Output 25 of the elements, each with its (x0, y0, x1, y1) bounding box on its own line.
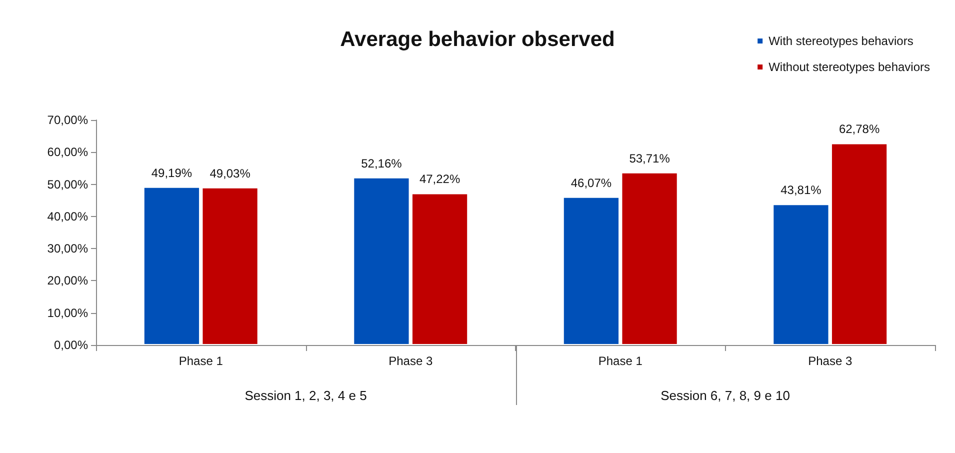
y-tick-label: 60,00% (47, 145, 88, 160)
y-tick-label: 50,00% (47, 177, 88, 192)
data-label: 49,19% (151, 166, 192, 180)
text: Session 6, 7, 8, 9 e 10 (660, 388, 790, 403)
y-tick-label: 30,00% (47, 242, 88, 256)
chart-title: Average behavior observed (340, 28, 615, 51)
x-tick-label: Phase 1 (178, 354, 224, 368)
y-tick-label: 20,00% (47, 274, 88, 288)
y-tick-label: 10,00% (47, 306, 88, 320)
x-tick-label: Phase 3 (388, 354, 433, 368)
data-label: 43,81% (780, 183, 822, 198)
y-tick-label: 0,00% (54, 338, 88, 352)
legend-label: With stereotypes behaviors (768, 34, 914, 48)
data-label: 46,07% (570, 176, 612, 190)
data-label: 49,03% (210, 166, 251, 180)
data-label: 52,16% (361, 156, 402, 170)
x-tick-label: Phase 1 (598, 354, 643, 368)
y-tick-label: 70,00% (47, 113, 88, 127)
text: Session 1, 2, 3, 4 e 5 (244, 388, 367, 403)
y-tick-label: 40,00% (47, 209, 88, 224)
data-label: 62,78% (838, 122, 880, 136)
x-tick-label: Phase 3 (808, 354, 852, 368)
data-label: 47,22% (419, 172, 460, 186)
legend-label: Without stereotypes behaviors (768, 60, 930, 74)
data-label: 53,71% (629, 151, 670, 166)
